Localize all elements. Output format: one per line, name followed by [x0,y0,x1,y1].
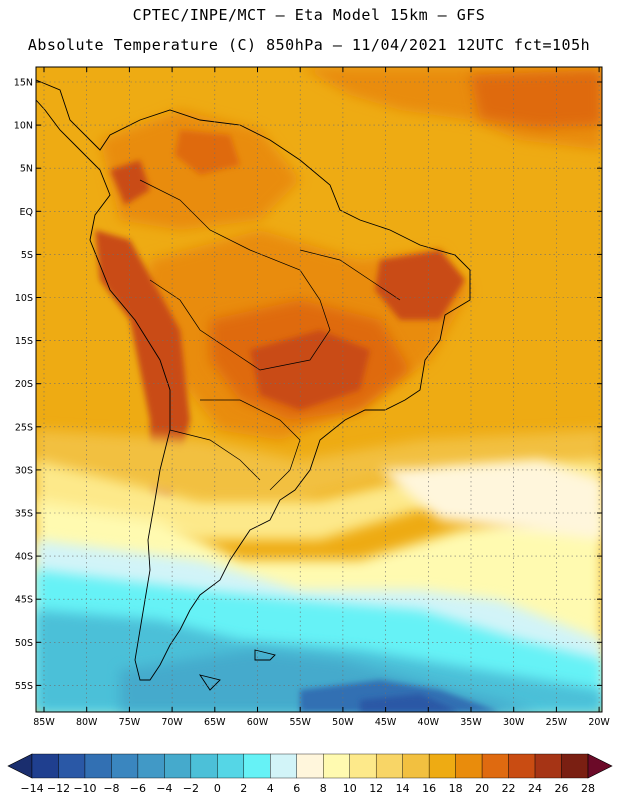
colorbar-label: 8 [320,782,327,795]
colorbar-label: 10 [343,782,357,795]
lon-label: 60W [247,717,269,728]
colorbar-segment [164,753,192,779]
longitude-labels: 85W 80W 75W 70W 65W 60W 55W 50W 45W 40W 35W 30W 25W 2… [33,717,610,728]
lon-label: 75W [119,717,141,728]
lon-label: 70W [161,717,183,728]
lat-label: 15N [14,78,33,89]
lon-label: 50W [332,717,354,728]
lon-label: 45W [375,717,397,728]
lat-label: 25S [15,422,33,433]
colorbar-label: 2 [240,782,247,795]
colorbar-segment [508,753,536,779]
plot-frame [35,66,603,713]
colorbar-label: 16 [422,782,436,795]
colorbar-label: −14 [20,782,43,795]
colorbar-segment [323,753,350,779]
colorbar-labels: −14 −12 −10 −8 −6 −4 −2 0 2 4 6 8 10 12 14 16 18 20 22 24 26… [20,782,595,795]
colorbar-segment [190,753,218,779]
axis-ticks [36,67,602,712]
lat-label: EQ [20,207,33,218]
colorbar-segment [31,753,59,779]
colorbar [7,753,613,779]
colorbar-segment [349,753,377,779]
colorbar-label: 26 [555,782,569,795]
lon-label: 80W [76,717,98,728]
colorbar-label: 6 [293,782,300,795]
colorbar-label: 28 [581,782,595,795]
lon-label: 40W [418,717,440,728]
lat-label: 35S [15,509,33,520]
latitude-labels: 15N 10N 5N EQ 5S 10S 15S 20S 25S 30S 35S 40S 45S 50S 5… [14,78,33,692]
lon-label: 35W [460,717,482,728]
lat-label: 30S [15,465,33,476]
colorbar-label: 4 [267,782,274,795]
colorbar-segment [561,753,589,779]
lon-label: 55W [289,717,311,728]
colorbar-segment [402,753,430,779]
colorbar-label: −10 [73,782,96,795]
colorbar-segment [137,753,165,779]
colorbar-high-arrow [587,753,613,779]
lon-label: 25W [546,717,568,728]
colorbar-segment [375,753,403,779]
lat-label: 5S [21,250,33,261]
lat-label: 40S [15,552,33,563]
colorbar-label: 0 [214,782,221,795]
colorbar-label: 14 [396,782,410,795]
lon-label: 85W [33,717,55,728]
lat-label: 50S [15,638,33,649]
lat-label: 45S [15,595,33,606]
lon-label: 30W [503,717,525,728]
colorbar-label: 24 [528,782,542,795]
colorbar-label: −12 [47,782,70,795]
temperature-field [36,67,602,712]
colorbar-segment [296,753,324,779]
colorbar-segment [243,753,271,779]
lat-label: 20S [15,379,33,390]
map-title-line2: Absolute Temperature (C) 850hPa — 11/04/… [27,36,591,54]
colorbar-label: 12 [369,782,383,795]
lat-label: 15S [15,336,33,347]
map-title-line1: CPTEC/INPE/MCT — Eta Model 15km — GFS [132,6,486,24]
colorbar-label: 22 [502,782,516,795]
colorbar-segment [217,753,245,779]
lat-label: 55S [15,681,33,692]
colorbar-segment [455,753,483,779]
lon-label: 20W [588,717,610,728]
colorbar-label: −4 [156,782,172,795]
colorbar-label: −6 [130,782,146,795]
lat-label: 10N [14,121,33,132]
colorbar-label: −2 [183,782,199,795]
colorbar-segment [111,753,139,779]
lon-label: 65W [204,717,226,728]
colorbar-segment [481,753,509,779]
colorbar-segment [58,753,86,779]
lat-label: 10S [15,293,33,304]
colorbar-label: −8 [103,782,119,795]
colorbar-segment [534,753,562,779]
colorbar-label: 18 [449,782,463,795]
colorbar-label: 20 [475,782,489,795]
colorbar-segment [84,753,112,779]
colorbar-low-arrow [7,753,33,779]
colorbar-segment [270,753,297,779]
colorbar-segment [428,753,456,779]
lat-label: 5N [20,164,33,175]
